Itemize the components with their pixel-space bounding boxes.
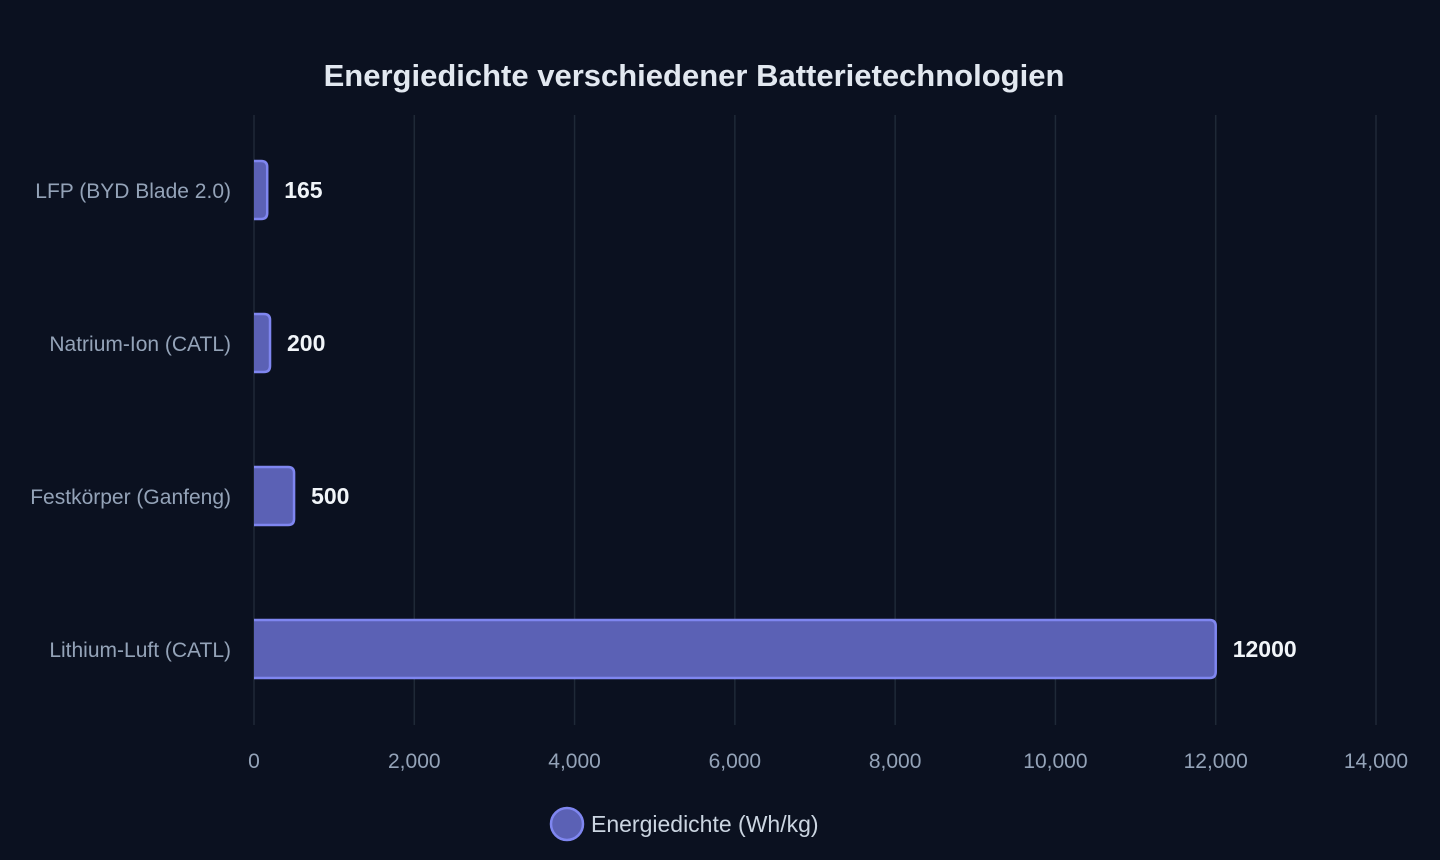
category-label: LFP (BYD Blade 2.0) xyxy=(35,180,231,203)
bar[interactable] xyxy=(254,159,269,221)
legend-swatch xyxy=(549,806,585,842)
category-label: Natrium-Ion (CATL) xyxy=(49,333,231,356)
x-tick-label: 10,000 xyxy=(1023,750,1087,773)
x-tick-label: 2,000 xyxy=(388,750,441,773)
data-label: 12000 xyxy=(1233,636,1297,662)
labels-layer: 0 2,000 4,000 6,000 8,000 10,000 12,000 14,000 L… xyxy=(30,177,1408,773)
legend[interactable]: Energiedichte (Wh/kg) xyxy=(549,806,819,842)
x-tick-label: 6,000 xyxy=(709,750,762,773)
bar[interactable] xyxy=(254,465,296,527)
x-tick-label: 12,000 xyxy=(1184,750,1248,773)
x-tick-label: 0 xyxy=(248,750,260,773)
x-tick-label: 4,000 xyxy=(548,750,601,773)
data-label: 500 xyxy=(311,483,349,509)
data-label: 200 xyxy=(287,330,325,356)
chart-title: Energiedichte verschiedener Batterietech… xyxy=(324,58,1065,93)
category-label: Festkörper (Ganfeng) xyxy=(30,486,231,509)
bars-layer xyxy=(254,159,1217,680)
bar[interactable] xyxy=(254,312,272,374)
data-label: 165 xyxy=(284,177,323,203)
grid-layer xyxy=(253,115,1377,725)
x-tick-label: 14,000 xyxy=(1344,750,1408,773)
bar[interactable] xyxy=(254,618,1217,680)
x-tick-label: 8,000 xyxy=(869,750,922,773)
category-label: Lithium-Luft (CATL) xyxy=(49,639,231,662)
legend-label: Energiedichte (Wh/kg) xyxy=(591,811,819,837)
